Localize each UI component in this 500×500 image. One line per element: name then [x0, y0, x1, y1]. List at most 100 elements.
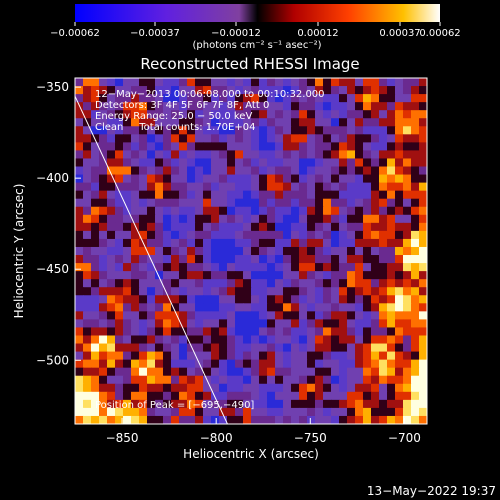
heatmap-cell	[75, 367, 84, 377]
heatmap-cell	[91, 190, 100, 200]
heatmap-cell	[403, 303, 412, 312]
heatmap-cell	[379, 279, 388, 288]
heatmap-cell	[243, 198, 252, 208]
heatmap-cell	[379, 319, 388, 329]
heatmap-cell	[99, 174, 108, 184]
heatmap-cell	[267, 158, 276, 168]
heatmap-cell	[123, 319, 132, 329]
heatmap-cell	[259, 367, 268, 377]
heatmap-cell	[283, 214, 292, 224]
heatmap-cell	[411, 311, 420, 320]
heatmap-cell	[107, 134, 116, 143]
heatmap-cell	[147, 351, 156, 361]
heatmap-cell	[275, 198, 284, 208]
heatmap-cell	[323, 78, 332, 87]
heatmap-cell	[243, 134, 252, 143]
heatmap-cell	[387, 351, 396, 361]
heatmap-cell	[227, 174, 236, 184]
heatmap-cell	[387, 415, 396, 424]
heatmap-cell	[283, 190, 292, 200]
heatmap-cell	[299, 375, 308, 385]
heatmap-cell	[131, 327, 140, 337]
heatmap-cell	[235, 86, 244, 95]
heatmap-cell	[91, 327, 100, 337]
heatmap-cell	[219, 214, 228, 224]
heatmap-cell	[395, 319, 404, 329]
heatmap-cell	[99, 271, 108, 280]
heatmap-cell	[203, 126, 212, 135]
heatmap-cell	[115, 279, 124, 288]
heatmap-cell	[163, 158, 172, 168]
heatmap-cell	[251, 166, 260, 176]
heatmap-cell	[163, 110, 172, 119]
colorbar-tick-label: 0.00012	[297, 28, 338, 39]
heatmap-cell	[387, 375, 396, 385]
heatmap-cell	[371, 303, 380, 312]
heatmap-cell	[123, 222, 132, 232]
heatmap-cell	[139, 222, 148, 232]
heatmap-cell	[75, 78, 84, 87]
heatmap-cell	[131, 166, 140, 176]
heatmap-cell	[179, 415, 188, 424]
heatmap-cell	[355, 142, 364, 152]
heatmap-cell	[347, 327, 356, 337]
heatmap-cell	[155, 238, 164, 248]
heatmap-cell	[411, 142, 420, 152]
heatmap-cell	[275, 263, 284, 272]
heatmap-cell	[371, 255, 380, 264]
heatmap-cell	[235, 351, 244, 361]
heatmap-cell	[171, 255, 180, 264]
heatmap-cell	[187, 214, 196, 224]
heatmap-cell	[147, 222, 156, 232]
heatmap-cell	[99, 327, 108, 337]
heatmap-cell	[259, 287, 268, 296]
heatmap-cell	[251, 343, 260, 353]
heatmap-cell	[75, 190, 84, 200]
heatmap-cell	[155, 94, 164, 103]
heatmap-cell	[323, 182, 332, 192]
heatmap-cell	[147, 118, 156, 127]
heatmap-cell	[227, 134, 236, 143]
heatmap-cell	[267, 351, 276, 361]
heatmap-cell	[339, 158, 348, 168]
heatmap-cell	[99, 335, 108, 345]
heatmap-cell	[395, 230, 404, 240]
heatmap-cell	[99, 415, 108, 424]
heatmap-cell	[323, 287, 332, 296]
heatmap-cell	[91, 279, 100, 288]
heatmap-cell	[115, 319, 124, 329]
heatmap-cell	[355, 351, 364, 361]
heatmap-cell	[139, 255, 148, 264]
heatmap-cell	[275, 86, 284, 95]
heatmap-cell	[403, 86, 412, 95]
heatmap-cell	[339, 222, 348, 232]
heatmap-cell	[323, 150, 332, 160]
heatmap-cell	[187, 255, 196, 264]
heatmap-cell	[347, 126, 356, 135]
heatmap-cell	[371, 399, 380, 409]
heatmap-cell	[195, 327, 204, 337]
heatmap-cell	[131, 287, 140, 296]
heatmap-cell	[155, 407, 164, 417]
heatmap-cell	[115, 182, 124, 192]
heatmap-cell	[379, 174, 388, 184]
heatmap-cell	[147, 319, 156, 329]
heatmap-cell	[419, 166, 427, 176]
heatmap-cell	[371, 118, 380, 127]
heatmap-cell	[243, 166, 252, 176]
heatmap-cell	[99, 166, 108, 176]
heatmap-cell	[347, 198, 356, 208]
heatmap-cell	[163, 287, 172, 296]
heatmap-cell	[195, 367, 204, 377]
heatmap-cell	[411, 383, 420, 393]
heatmap-cell	[123, 214, 132, 224]
heatmap-cell	[395, 246, 404, 256]
heatmap-cell	[411, 158, 420, 168]
heatmap-cell	[395, 279, 404, 288]
heatmap-cell	[203, 86, 212, 95]
heatmap-cell	[219, 206, 228, 216]
heatmap-cell	[419, 78, 427, 87]
heatmap-cell	[259, 343, 268, 353]
heatmap-cell	[363, 102, 372, 111]
heatmap-cell	[275, 287, 284, 296]
